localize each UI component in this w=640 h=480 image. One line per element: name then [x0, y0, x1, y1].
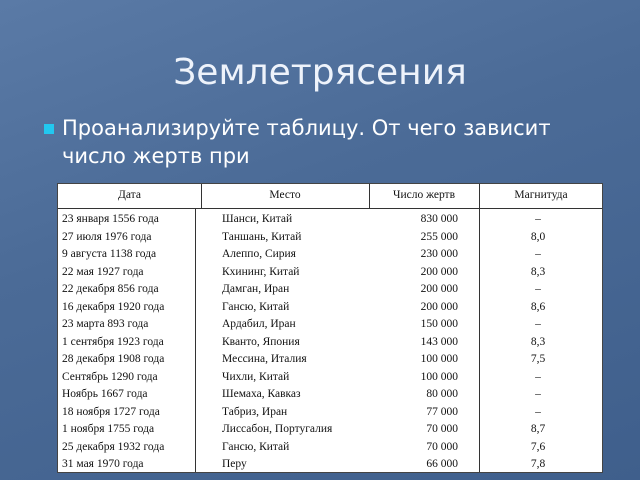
table-row: 23 марта 893 года Ардабил, Иран 150 000 – — [58, 317, 602, 335]
cell-place: Лиссабон, Португалия — [222, 423, 333, 435]
cell-victims: 70 000 — [426, 423, 458, 435]
cell-victims: 143 000 — [420, 335, 458, 348]
cell-place: Таншань, Китай — [222, 230, 302, 243]
cell-date: 27 июля 1976 года — [62, 230, 152, 243]
table-row: 23 января 1556 года Шанси, Китай 830 000 – — [58, 212, 602, 230]
cell-place: Мессина, Италия — [222, 353, 307, 365]
cell-magnitude: – — [535, 248, 541, 260]
cell-magnitude: – — [535, 318, 541, 330]
table-row: 25 декабря 1932 года Гансю, Китай 70 000 7,… — [58, 440, 602, 458]
cell-place: Шанси, Китай — [222, 213, 293, 225]
cell-place: Дамган, Иран — [222, 283, 290, 295]
header-magnitude: Магнитуда — [514, 189, 568, 201]
cell-victims: 830 000 — [420, 213, 458, 225]
cell-date: 23 марта 893 года — [62, 318, 149, 330]
cell-place: Гансю, Китай — [222, 440, 290, 453]
cell-magnitude: 8,6 — [530, 300, 546, 313]
cell-magnitude: – — [535, 370, 541, 383]
cell-date: 1 сентября 1923 года — [62, 335, 164, 348]
cell-victims: 80 000 — [426, 388, 458, 400]
header-victims: Число жертв — [392, 189, 456, 201]
cell-magnitude: – — [535, 405, 541, 418]
cell-place: Кванто, Япония — [222, 335, 300, 348]
header-date: Дата — [118, 189, 141, 201]
cell-victims: 230 000 — [420, 248, 458, 260]
cell-magnitude: 8,3 — [530, 265, 546, 278]
table-row: 1 ноября 1755 года Лиссабон, Португалия 70… — [58, 422, 602, 440]
cell-place: Шемаха, Кавказ — [222, 388, 301, 400]
cell-place: Гансю, Китай — [222, 300, 290, 313]
cell-victims: 66 000 — [426, 458, 458, 470]
cell-date: 25 декабря 1932 года — [62, 440, 165, 453]
bullet-square-icon — [44, 124, 54, 134]
cell-magnitude: – — [535, 388, 541, 400]
table-row: Ноябрь 1667 года Шемаха, Кавказ 80 000 – — [58, 387, 602, 405]
cell-date: 22 декабря 856 года — [62, 283, 159, 295]
table-row: 22 мая 1927 года Кхининг, Китай 200 000 8,3 — [58, 265, 602, 283]
table-row: 1 сентября 1923 года Кванто, Япония 143 00… — [58, 335, 602, 353]
cell-magnitude: 8,0 — [530, 230, 546, 243]
table-header: Дата Место Число жертв Магнитуда — [58, 184, 602, 209]
cell-victims: 200 000 — [420, 283, 458, 295]
cell-place: Алеппо, Сирия — [222, 248, 296, 260]
cell-date: 23 января 1556 года — [62, 213, 159, 225]
cell-magnitude: 8,3 — [530, 335, 546, 348]
cell-magnitude: – — [535, 283, 541, 295]
cell-date: 1 ноября 1755 года — [62, 423, 155, 435]
earthquake-table: Дата Место Число жертв Магнитуда 23 янва… — [57, 183, 603, 473]
header-place: Место — [269, 189, 301, 201]
cell-place: Перу — [222, 458, 247, 470]
cell-place: Ардабил, Иран — [222, 318, 296, 330]
cell-magnitude: 7,8 — [530, 458, 546, 470]
cell-date: 18 ноября 1727 года — [62, 405, 160, 418]
cell-magnitude: 7,6 — [530, 440, 546, 453]
table-row: 27 июля 1976 года Таншань, Китай 255 000 8,… — [58, 230, 602, 248]
table-row: 18 ноября 1727 года Табриз, Иран 77 000 – — [58, 405, 602, 423]
cell-victims: 200 000 — [420, 265, 458, 278]
cell-date: 9 августа 1138 года — [62, 248, 157, 260]
cell-victims: 100 000 — [420, 353, 458, 365]
cell-victims: 150 000 — [420, 318, 458, 330]
table-row: Сентябрь 1290 года Чихли, Китай 100 000 – — [58, 370, 602, 388]
table-row: 9 августа 1138 года Алеппо, Сирия 230 000 – — [58, 247, 602, 265]
cell-date: 28 декабря 1908 года — [62, 353, 165, 365]
cell-magnitude: 8,7 — [530, 423, 546, 435]
table-row: 16 декабря 1920 года Гансю, Китай 200 000 8… — [58, 300, 602, 318]
cell-date: Сентябрь 1290 года — [62, 370, 158, 383]
cell-place: Кхининг, Китай — [222, 265, 300, 278]
cell-victims: 200 000 — [420, 300, 458, 313]
table-row: 28 декабря 1908 года Мессина, Италия 100 0… — [58, 352, 602, 370]
cell-victims: 100 000 — [420, 370, 458, 383]
cell-place: Табриз, Иран — [222, 405, 288, 418]
cell-victims: 77 000 — [426, 405, 458, 418]
bullet-text: Проанализируйте таблицу. От чего зависит… — [62, 116, 551, 168]
table-row: 22 декабря 856 года Дамган, Иран 200 000 – — [58, 282, 602, 300]
cell-magnitude: – — [535, 213, 541, 225]
table-row: 31 мая 1970 года Перу 66 000 7,8 — [58, 457, 602, 475]
cell-date: 22 мая 1927 года — [62, 265, 144, 278]
slide-title: Землетрясения — [173, 52, 467, 93]
cell-date: Ноябрь 1667 года — [62, 388, 148, 400]
cell-date: 31 мая 1970 года — [62, 458, 144, 470]
cell-place: Чихли, Китай — [222, 370, 290, 383]
cell-victims: 70 000 — [426, 440, 458, 453]
cell-victims: 255 000 — [420, 230, 458, 243]
cell-magnitude: 7,5 — [530, 353, 546, 365]
cell-date: 16 декабря 1920 года — [62, 300, 165, 313]
